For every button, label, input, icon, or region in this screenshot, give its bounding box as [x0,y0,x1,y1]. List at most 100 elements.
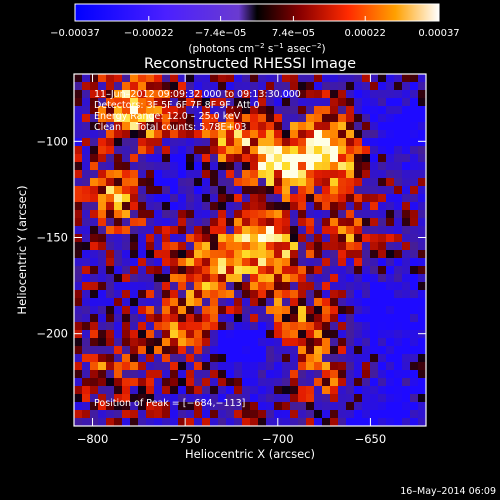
heatmap-cell [210,98,219,107]
heatmap-cell [330,242,339,251]
heatmap-cell [186,330,195,339]
heatmap-cell [250,154,259,163]
heatmap-cell [170,386,179,395]
heatmap-cell [314,314,323,323]
heatmap-cell [90,338,99,347]
heatmap-cell [354,362,363,371]
heatmap-cell [370,234,379,243]
heatmap-cell [258,282,267,291]
heatmap-cell [394,314,403,323]
chart-title: Reconstructed RHESSI Image [144,56,356,72]
heatmap-cell [410,274,419,283]
heatmap-cell [314,194,323,203]
heatmap-cell [226,178,235,187]
heatmap-cell [354,106,363,115]
heatmap-cell [242,234,251,243]
heatmap-cell [194,402,203,411]
heatmap-cell [322,418,331,426]
heatmap-cell [314,274,323,283]
heatmap-cell [162,226,171,235]
heatmap-cell [282,114,291,123]
heatmap-cell [186,394,195,403]
heatmap-cell [258,418,267,426]
heatmap-cell [306,290,315,299]
heatmap-cell [274,122,283,131]
heatmap-cell [170,218,179,227]
heatmap-cell [226,338,235,347]
heatmap-cell [154,402,163,411]
heatmap-cell [218,386,227,395]
heatmap-cell [402,410,411,419]
heatmap-cell [234,282,243,291]
heatmap-cell [266,186,275,195]
heatmap-cell [290,266,299,275]
heatmap-cell [378,242,387,251]
heatmap-cell [402,90,411,99]
heatmap-cell [274,98,283,107]
heatmap-cell [258,210,267,219]
heatmap-cell [106,290,115,299]
heatmap-cell [98,218,107,227]
heatmap-cell [178,138,187,147]
heatmap-cell [354,154,363,163]
heatmap-cell [210,394,219,403]
heatmap-cell [418,362,426,371]
heatmap-cell [322,298,331,307]
heatmap-cell [306,402,315,411]
heatmap-cell [322,410,331,419]
heatmap-cell [74,186,83,195]
heatmap-cell [362,330,371,339]
heatmap-cell [146,106,155,115]
heatmap-cell [202,194,211,203]
heatmap-cell [74,162,83,171]
heatmap-cell [282,290,291,299]
heatmap-cell [162,218,171,227]
heatmap-cell [226,314,235,323]
heatmap-cell [282,210,291,219]
heatmap-cell [74,330,83,339]
heatmap-cell [146,114,155,123]
heatmap-cell [314,362,323,371]
heatmap-cell [98,418,107,426]
heatmap-cell [370,138,379,147]
heatmap-cell [298,370,307,379]
heatmap-cell [362,266,371,275]
heatmap-cell [242,258,251,267]
heatmap-cell [138,138,147,147]
heatmap-cell [266,122,275,131]
heatmap-cell [314,210,323,219]
heatmap-cell [202,354,211,363]
heatmap-cell [274,106,283,115]
heatmap-cell [314,178,323,187]
heatmap-cell [322,122,331,131]
heatmap-cell [154,266,163,275]
heatmap-cell [90,194,99,203]
heatmap-cell [178,410,187,419]
heatmap-cell [394,202,403,211]
heatmap-cell [362,138,371,147]
heatmap-cell [122,418,131,426]
heatmap-cell [402,298,411,307]
heatmap-cell [410,74,419,83]
heatmap-cell [130,170,139,179]
heatmap-cell [154,370,163,379]
heatmap-cell [314,418,323,426]
heatmap-cell [298,394,307,403]
heatmap-cell [138,82,147,91]
heatmap-cell [154,274,163,283]
heatmap-cell [106,114,115,123]
heatmap-cell [394,186,403,195]
heatmap-cell [306,234,315,243]
heatmap-cell [346,130,355,139]
heatmap-cell [234,234,243,243]
heatmap-cell [346,314,355,323]
heatmap-cell [354,130,363,139]
heatmap-cell [314,354,323,363]
heatmap-cell [282,138,291,147]
heatmap-cell [354,298,363,307]
heatmap-cell [258,226,267,235]
heatmap-cell [122,202,131,211]
heatmap-cell [114,162,123,171]
heatmap-cell [154,146,163,155]
heatmap-cell [210,186,219,195]
